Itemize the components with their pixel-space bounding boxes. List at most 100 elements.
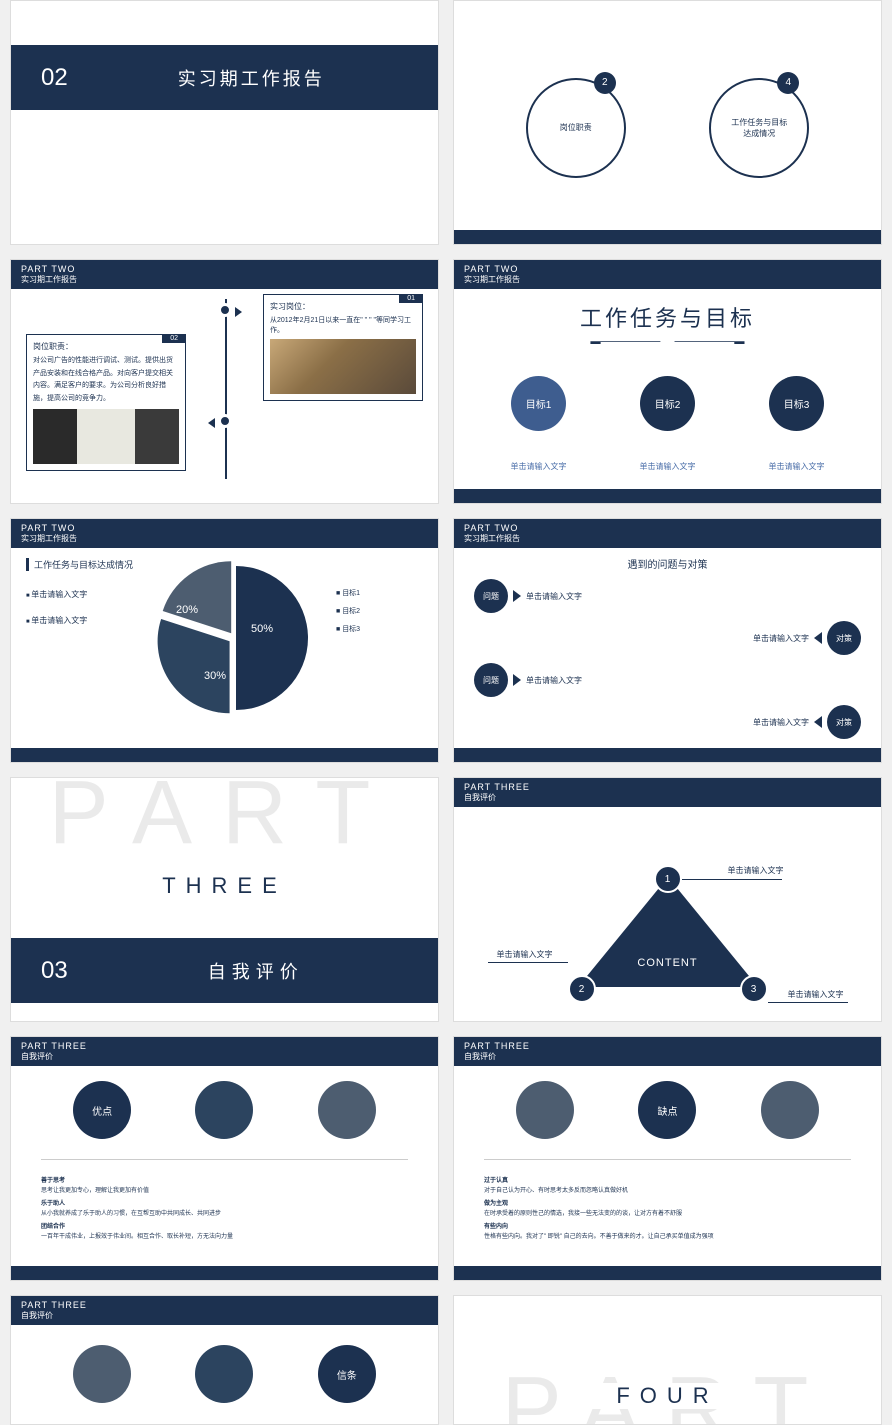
problem-row: 问题 单击请输入文字 (474, 579, 861, 613)
eval-circle (516, 1081, 574, 1139)
node: 1 (654, 865, 682, 893)
ghost-text: PART (11, 777, 438, 868)
placeholder-image (270, 339, 416, 394)
eval-circle (73, 1345, 131, 1403)
part-sub: 自我评价 (464, 792, 871, 803)
circle-label: 岗位职责 (560, 122, 592, 133)
part-label: PART THREE (464, 782, 871, 792)
block-heading: 有些内向 (484, 1223, 851, 1233)
slide-timeline: PART TWO实习期工作报告 02 岗位职责： 对公司广告的性能进行调试、测试… (10, 259, 439, 504)
bubble: 对策 (827, 705, 861, 739)
goal-circle: 目标2 (640, 376, 695, 431)
placeholder-image (33, 409, 179, 464)
block-text: 一百年干成伟业，上报效于伟业间。相互合作、取长补短，方无法向力量 (41, 1233, 408, 1243)
node-text: 单击请输入文字 (497, 949, 553, 960)
eval-circle: 优点 (73, 1081, 131, 1139)
box-title: 岗位职责： (33, 341, 179, 352)
slide-triangle: PART THREE自我评价 CONTENT 1 2 3 单击请输入文字 单击请… (453, 777, 882, 1022)
tag: 01 (399, 294, 423, 303)
part-label: PART TWO (21, 523, 428, 533)
block-text: 对于自己认为开心、有时思考太多反而忽略认真做好机 (484, 1187, 851, 1197)
part-label: PART TWO (21, 264, 428, 274)
legend-item: 目标1 (336, 588, 360, 598)
bubble: 问题 (474, 579, 508, 613)
slide-part3-title: PART THREE 03 自我评价 (10, 777, 439, 1022)
slide-title: 工作任务与目标 (454, 301, 881, 333)
part-label: PART TWO (464, 523, 871, 533)
problem-row: 单击请输入文字对策 (474, 621, 861, 655)
block-heading: 过于认真 (484, 1177, 851, 1187)
problem-row: 单击请输入文字 对策 (474, 705, 861, 739)
part-number: 02 (41, 64, 68, 92)
part-sub: 自我评价 (464, 1051, 871, 1062)
timeline-box-left: 02 岗位职责： 对公司广告的性能进行调试、测试。提供出货产品安装和在线合格产品… (26, 334, 186, 471)
part-label: PART THREE (21, 1300, 428, 1310)
toc-circle-4: 4 工作任务与目标 达成情况 (709, 78, 809, 178)
triangle-center: CONTENT (637, 957, 697, 969)
slide-title: 遇到的问题与对策 (454, 556, 881, 571)
part-sub: 自我评价 (21, 1051, 428, 1062)
eval-circle (318, 1081, 376, 1139)
part-sub: 实习期工作报告 (21, 533, 428, 544)
bubble: 问题 (474, 663, 508, 697)
eval-circle: 信条 (318, 1345, 376, 1403)
eval-circle: 缺点 (638, 1081, 696, 1139)
part-label: PART THREE (21, 1041, 428, 1051)
pie-chart: 50% 30% 20% (156, 558, 316, 718)
goal-circle: 目标1 (511, 376, 566, 431)
part-sub: 实习期工作报告 (21, 274, 428, 285)
block-heading: 善于思考 (41, 1177, 408, 1187)
tag: 02 (162, 334, 186, 343)
goal-hint: 单击请输入文字 (769, 461, 825, 472)
eval-circle (195, 1345, 253, 1403)
box-text: 从2012年2月21日以来一直在" " " "等同学习工作。 (270, 315, 416, 335)
goal-hint: 单击请输入文字 (640, 461, 696, 472)
row-text: 单击请输入文字 (526, 591, 861, 602)
block-text: 性格有些内向。我对了" 即锐" 自己的去向。不善于做来的才。让自己承买单值成为强… (484, 1233, 851, 1243)
pie-heading: 工作任务与目标达成情况 (26, 558, 156, 571)
part-label: PART TWO (464, 264, 871, 274)
part-title: 自我评价 (208, 958, 304, 984)
row-text: 单击请输入文字 (474, 717, 809, 728)
part-word: FOUR (588, 1383, 748, 1409)
node: 3 (740, 975, 768, 1003)
slide-pros: PART THREE自我评价 优点 善于思考思考让我更加专心，理解让我更加有价值… (10, 1036, 439, 1281)
toc-circle-2: 2 岗位职责 (526, 78, 626, 178)
slide-toc-circles: 2 岗位职责 4 工作任务与目标 达成情况 (453, 0, 882, 245)
part-sub: 实习期工作报告 (464, 533, 871, 544)
row-text: 单击请输入文字 (526, 675, 861, 686)
part-sub: 自我评价 (21, 1310, 428, 1321)
slide-goals: PART TWO实习期工作报告 工作任务与目标 ⌐¬ 目标1目标2目标3 单击请… (453, 259, 882, 504)
part-title: 实习期工作报告 (178, 65, 325, 91)
legend-item: 目标3 (336, 624, 360, 634)
list-item: 单击请输入文字 (26, 589, 156, 600)
pie-label: 20% (176, 604, 198, 616)
badge: 2 (594, 72, 616, 94)
block-heading: 团结合作 (41, 1223, 408, 1233)
legend-item: 目标2 (336, 606, 360, 616)
block-text: 从小我就养成了乐于助人的习惯，在互帮互助中共同成长、共同进步 (41, 1210, 408, 1220)
node-text: 单击请输入文字 (788, 989, 844, 1000)
box-text: 对公司广告的性能进行调试、测试。提供出货产品安装和在线合格产品。对向客户提交相关… (33, 355, 179, 405)
problem-row: 问题 单击请输入文字 (474, 663, 861, 697)
part-number: 03 (41, 957, 68, 985)
goal-circle: 目标3 (769, 376, 824, 431)
eval-circle (761, 1081, 819, 1139)
pie-label: 50% (251, 623, 273, 635)
list-item: 单击请输入文字 (26, 615, 156, 626)
part-word: THREE (145, 873, 305, 899)
timeline-box-right: 01 实习岗位： 从2012年2月21日以来一直在" " " "等同学习工作。 (263, 294, 423, 401)
block-heading: 做为主观 (484, 1200, 851, 1210)
block-heading: 乐于助人 (41, 1200, 408, 1210)
part-label: PART THREE (464, 1041, 871, 1051)
slide-part4-title: PART FOUR (453, 1295, 882, 1425)
slide-part2-title: 02 实习期工作报告 (10, 0, 439, 245)
goal-hint: 单击请输入文字 (511, 461, 567, 472)
block-text: 思考让我更加专心，理解让我更加有价值 (41, 1187, 408, 1197)
slide-problems: PART TWO实习期工作报告 遇到的问题与对策 问题单击请输入文字单击请输入文… (453, 518, 882, 763)
slide-motto: PART THREE自我评价 信条 (10, 1295, 439, 1425)
node: 2 (568, 975, 596, 1003)
slide-pie: PART TWO实习期工作报告 工作任务与目标达成情况 单击请输入文字 单击请输… (10, 518, 439, 763)
badge: 4 (777, 72, 799, 94)
node-text: 单击请输入文字 (728, 865, 784, 876)
